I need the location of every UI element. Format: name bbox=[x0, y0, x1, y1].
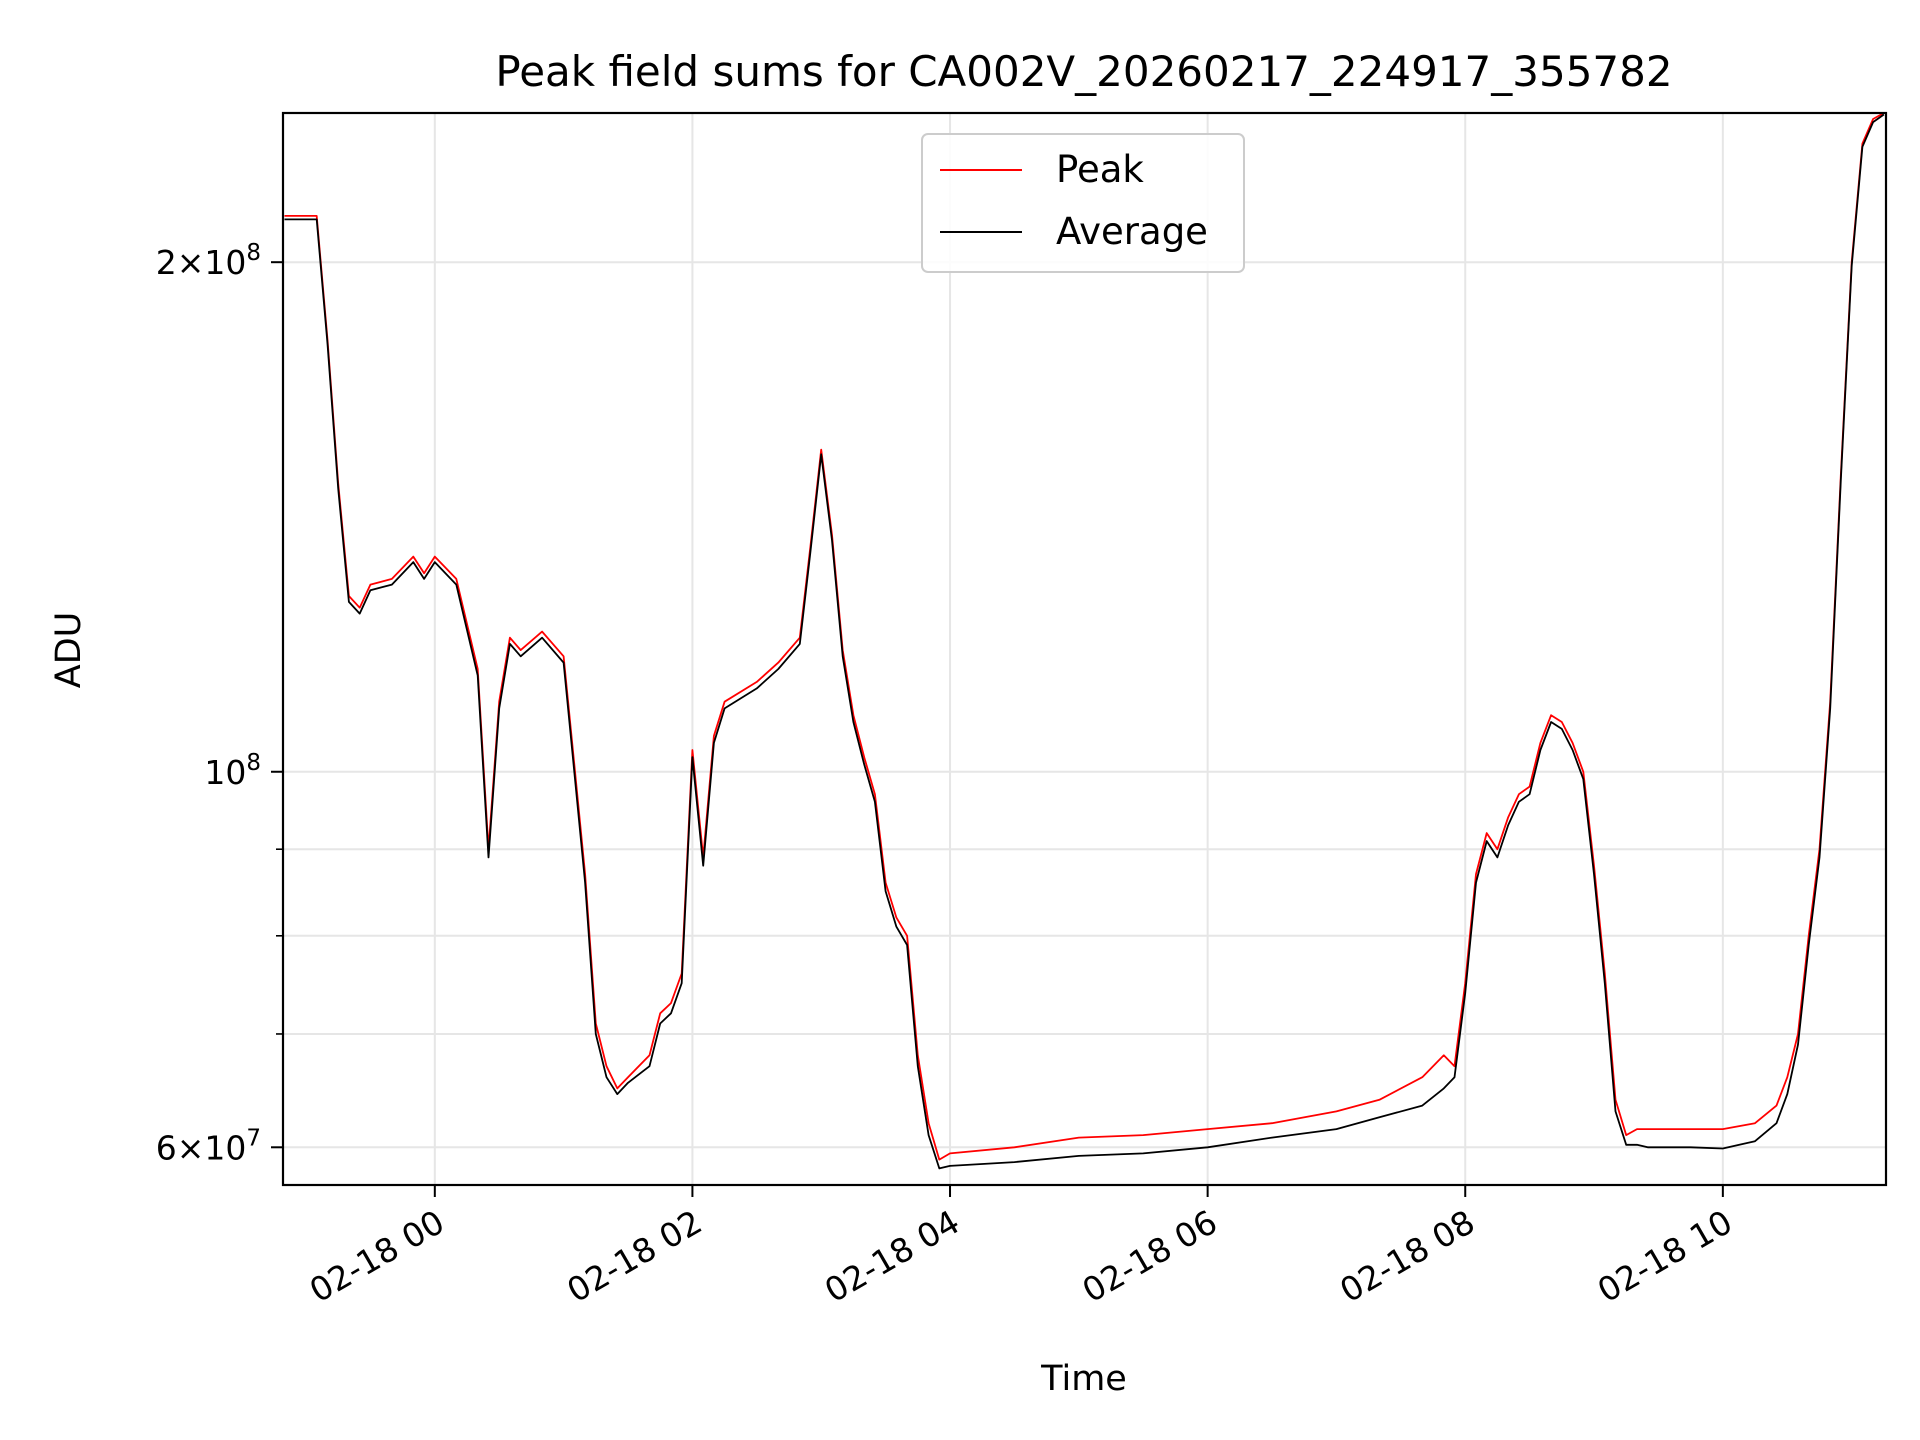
y-tick-label: 2×108 bbox=[156, 240, 261, 282]
series-layer bbox=[284, 113, 1885, 1170]
y-tick-label: 108 bbox=[204, 750, 261, 792]
x-tick-label: 02-18 00 bbox=[303, 1202, 451, 1310]
y-axis-label: ADU bbox=[49, 612, 89, 689]
series-line-average bbox=[284, 113, 1885, 1170]
x-axis: 02-18 00 02-18 02 02-18 04 02-18 06 02-18 08… bbox=[303, 1185, 1739, 1310]
x-tick-label: 02-18 08 bbox=[1333, 1202, 1481, 1310]
grid bbox=[283, 113, 1886, 1185]
legend: Peak Average bbox=[921, 133, 1245, 273]
plot-area-frame bbox=[281, 111, 1888, 1187]
y-tick-label: 6×107 bbox=[156, 1125, 261, 1167]
x-axis-label: Time bbox=[1040, 1359, 1127, 1399]
x-tick-label: 02-18 10 bbox=[1591, 1202, 1739, 1310]
legend-label-average: Average bbox=[1056, 210, 1208, 253]
chart-title: Peak field sums for CA002V_20260217_2249… bbox=[495, 47, 1672, 96]
legend-box bbox=[921, 133, 1245, 273]
x-tick-label: 02-18 04 bbox=[818, 1202, 966, 1310]
x-tick-label: 02-18 06 bbox=[1076, 1202, 1224, 1310]
legend-label-peak: Peak bbox=[1056, 148, 1144, 191]
x-tick-label: 02-18 02 bbox=[560, 1202, 708, 1310]
y-axis: 6×107 108 2×108 bbox=[156, 240, 283, 1167]
